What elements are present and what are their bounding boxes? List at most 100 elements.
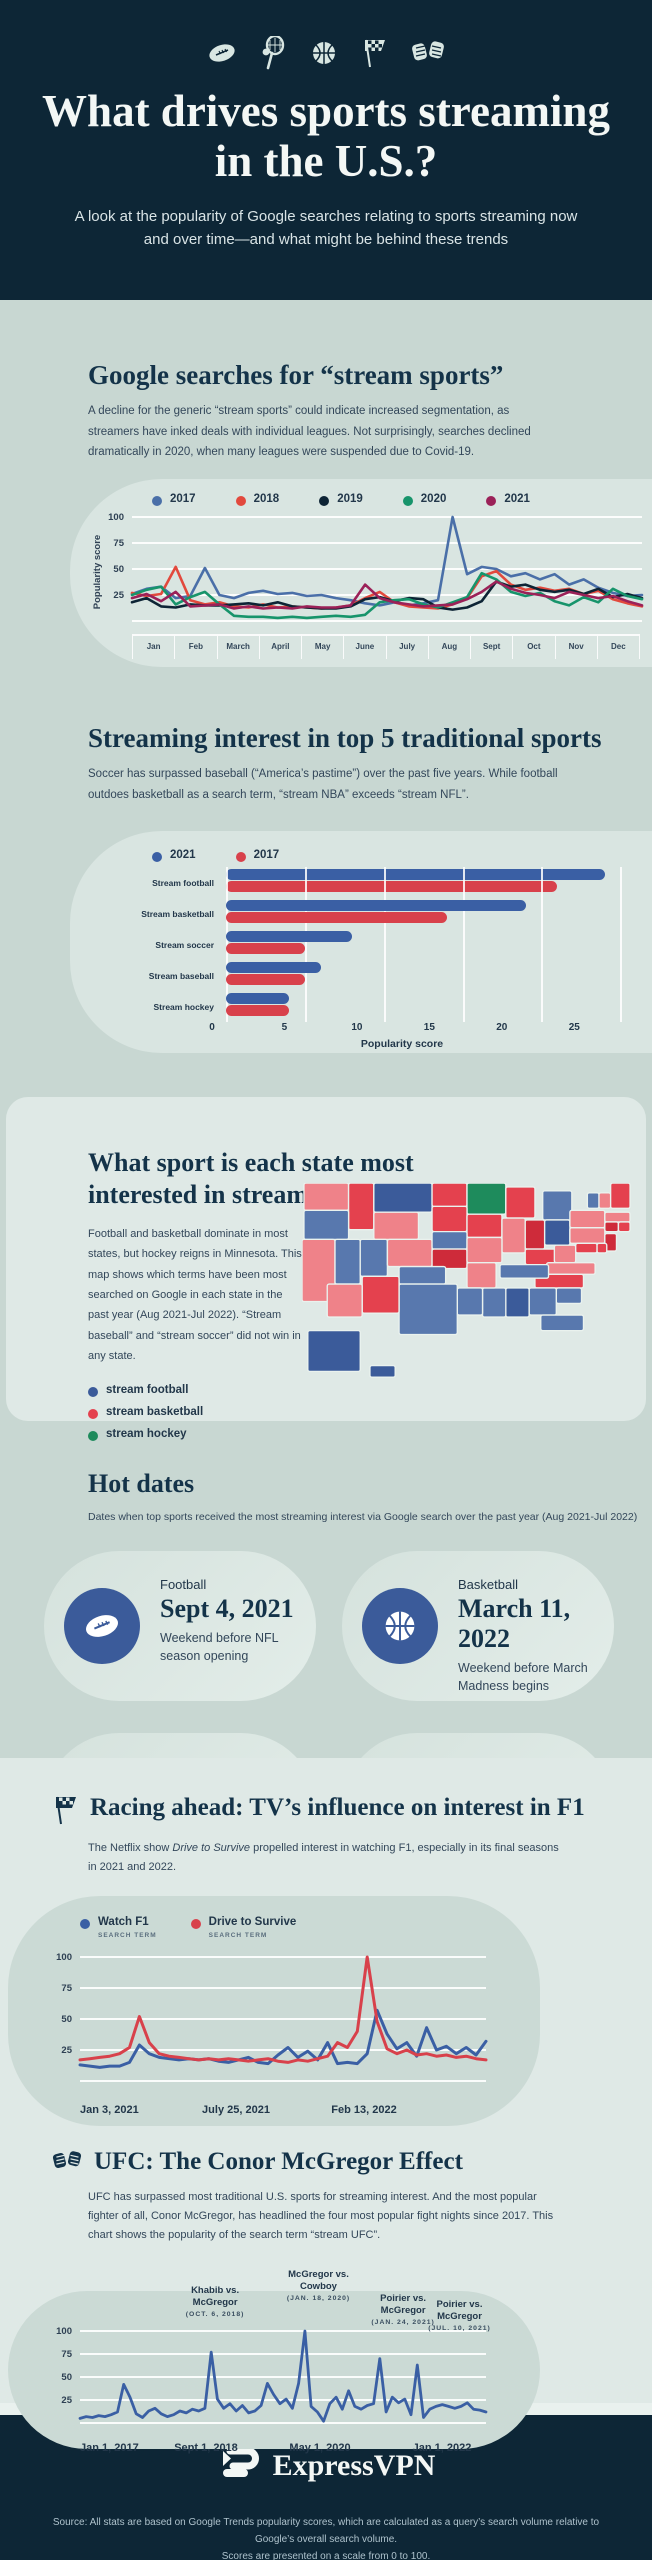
- legend-label: 2018: [253, 493, 280, 506]
- state-WA-stream-basketball: [303, 1183, 350, 1212]
- section-f1: Racing ahead: TV’s influence on interest…: [0, 1794, 652, 2126]
- x-date-label: Jan 1, 2022: [412, 2442, 472, 2455]
- gridline: [383, 867, 386, 1023]
- state-UT-stream-football: [359, 1239, 389, 1278]
- football-icon: [207, 42, 237, 64]
- legend-item-year: 2017: [152, 493, 196, 507]
- section-heading: Streaming interest in top 5 traditional …: [88, 723, 602, 754]
- x-date-label: Feb 13, 2022: [331, 2104, 397, 2117]
- tennis-racket-icon: [261, 36, 287, 70]
- section-heading: Hot dates: [88, 1469, 195, 1499]
- legend-item-term: Drive to Survive SEARCH TERM: [190, 1915, 297, 1939]
- bar-category-label: Stream baseball: [148, 970, 214, 981]
- svg-text:100: 100: [56, 2326, 72, 2337]
- state-AR-stream-basketball: [466, 1262, 497, 1290]
- legend-label: 2021: [170, 849, 196, 862]
- legend-item-year: 2019: [319, 493, 363, 507]
- month-tick: Nov: [554, 635, 597, 659]
- section-ufc: UFC: The Conor McGregor Effect UFC has s…: [0, 2148, 652, 2454]
- month-axis: Jan Feb March April May June July Aug Sept Oct Nov…: [132, 633, 640, 659]
- bar-row: Stream soccer: [106, 929, 644, 960]
- x-date-label: May 1, 2020: [289, 2442, 351, 2455]
- month-tick: Jan: [132, 635, 174, 659]
- state-GA-stream-football: [528, 1287, 557, 1317]
- map-legend-item: stream hockey: [88, 1428, 616, 1442]
- state-MI-stream-football: [542, 1190, 573, 1222]
- state-MD-stream-basketball: [575, 1243, 598, 1255]
- x-axis-dates: Jan 3, 2021 July 25, 2021 Feb 13, 2022: [80, 2104, 480, 2124]
- hot-date-card-tennis: TennisMay 31, 2022French Open quarterfin…: [44, 1733, 316, 1758]
- bar-2021: [226, 930, 353, 942]
- legend-dot: [486, 496, 497, 507]
- state-MN-stream-hockey: [466, 1183, 507, 1216]
- fight-annotation: McGregor vs. Cowboy (JAN. 18, 2020): [273, 2269, 365, 2302]
- top5-bar-chart: Stream football Stream basketball Stream s…: [106, 867, 644, 1023]
- bar-2021: [226, 899, 526, 911]
- x-tick: 5: [281, 1022, 288, 1034]
- x-axis-ticks: 0 5 10 15 20 25: [209, 1022, 644, 1038]
- x-date-label: Jan 1, 2017: [80, 2442, 139, 2455]
- f1-line-chart: 100 75 50 25: [56, 1952, 488, 2083]
- fight-name: McGregor vs. Cowboy: [288, 2269, 349, 2293]
- state-LA-stream-football: [456, 1287, 484, 1317]
- bar-category-label: Stream football: [152, 877, 214, 888]
- state-MA-stream-basketball: [604, 1211, 631, 1224]
- month-tick: Dec: [596, 635, 640, 659]
- svg-text:100: 100: [108, 512, 124, 523]
- legend-label: 2021: [504, 493, 530, 506]
- expressvpn-icon: [217, 2443, 261, 2488]
- legend-label: Drive to Survive: [208, 1915, 297, 1928]
- section-subtitle: Dates when top sports received the most …: [88, 1511, 638, 1524]
- section-hot-dates: Hot dates Dates when top sports received…: [0, 1421, 652, 1758]
- legend-dot: [235, 496, 246, 507]
- bar-2021: [226, 868, 605, 880]
- x-tick: 25: [568, 1022, 580, 1034]
- hot-date-card-football: Football Sept 4, 2021 Weekend before NFL s…: [44, 1551, 316, 1702]
- f1-chart-card: Watch F1 SEARCH TERM Drive to Survive SEARC…: [8, 1895, 540, 2126]
- svg-text:75: 75: [61, 1983, 72, 1994]
- ufc-line-chart: 100 75 50 25: [56, 2326, 488, 2425]
- upper-sections: Google searches for “stream sports” A de…: [0, 300, 652, 1758]
- fight-date: (JAN. 18, 2020): [286, 2295, 351, 2302]
- month-tick: May: [301, 635, 343, 659]
- svg-text:25: 25: [61, 2395, 72, 2406]
- legend-label: stream football: [106, 1384, 189, 1397]
- legend-dot: [152, 852, 162, 863]
- bar-track: [226, 991, 644, 1022]
- state-OK-stream-football: [398, 1266, 447, 1286]
- state-AZ-stream-basketball: [326, 1283, 363, 1319]
- x-tick: 15: [423, 1022, 435, 1034]
- page-title: What drives sports streaming in the U.S.…: [42, 86, 610, 187]
- stream-sports-line-chart: 100 75 50 25: [108, 512, 644, 622]
- x-date-label: Jan 3, 2021: [80, 2104, 139, 2117]
- checkered-flag-icon: [52, 1794, 78, 1831]
- svg-text:50: 50: [61, 2372, 72, 2383]
- month-tick: June: [343, 635, 385, 659]
- state-TX-stream-football: [398, 1283, 458, 1336]
- gridline: [541, 867, 544, 1023]
- state-TN-stream-football: [499, 1264, 550, 1280]
- ufc-chart-card: Khabib vs. McGregor (OCT. 6, 2018) McGrego…: [8, 2269, 540, 2454]
- state-WV-stream-basketball: [553, 1244, 577, 1264]
- header: What drives sports streaming in the U.S.…: [0, 0, 652, 300]
- state-CT-stream-basketball: [604, 1221, 620, 1233]
- legend-item-year: 2020: [402, 493, 446, 507]
- state-NE-stream-football: [431, 1231, 468, 1251]
- state-ND-stream-basketball: [431, 1183, 468, 1208]
- basketball-icon: [311, 40, 337, 66]
- legend-item-year: 2018: [235, 493, 280, 507]
- show-title: Drive to Survive: [172, 1842, 251, 1854]
- fight-annotation: Poirier vs. McGregor (JAN. 24, 2021): [357, 2293, 449, 2326]
- fight-name: Khabib vs. McGregor: [191, 2285, 240, 2309]
- bar-2017: [226, 1005, 290, 1017]
- svg-text:75: 75: [61, 2349, 72, 2360]
- state-IA-stream-basketball: [466, 1213, 503, 1239]
- legend-label: 2017: [253, 849, 280, 862]
- legend-dot: [235, 852, 246, 863]
- fight-name: Poirier vs. McGregor: [380, 2293, 427, 2317]
- state-NV-stream-football: [334, 1239, 361, 1286]
- map-legend-item: stream basketball: [88, 1406, 616, 1420]
- bar-2017: [226, 881, 558, 893]
- x-tick: 20: [496, 1022, 508, 1034]
- top5-chart-card: 2021 2017 Stream football Stream basketbal…: [70, 831, 652, 1054]
